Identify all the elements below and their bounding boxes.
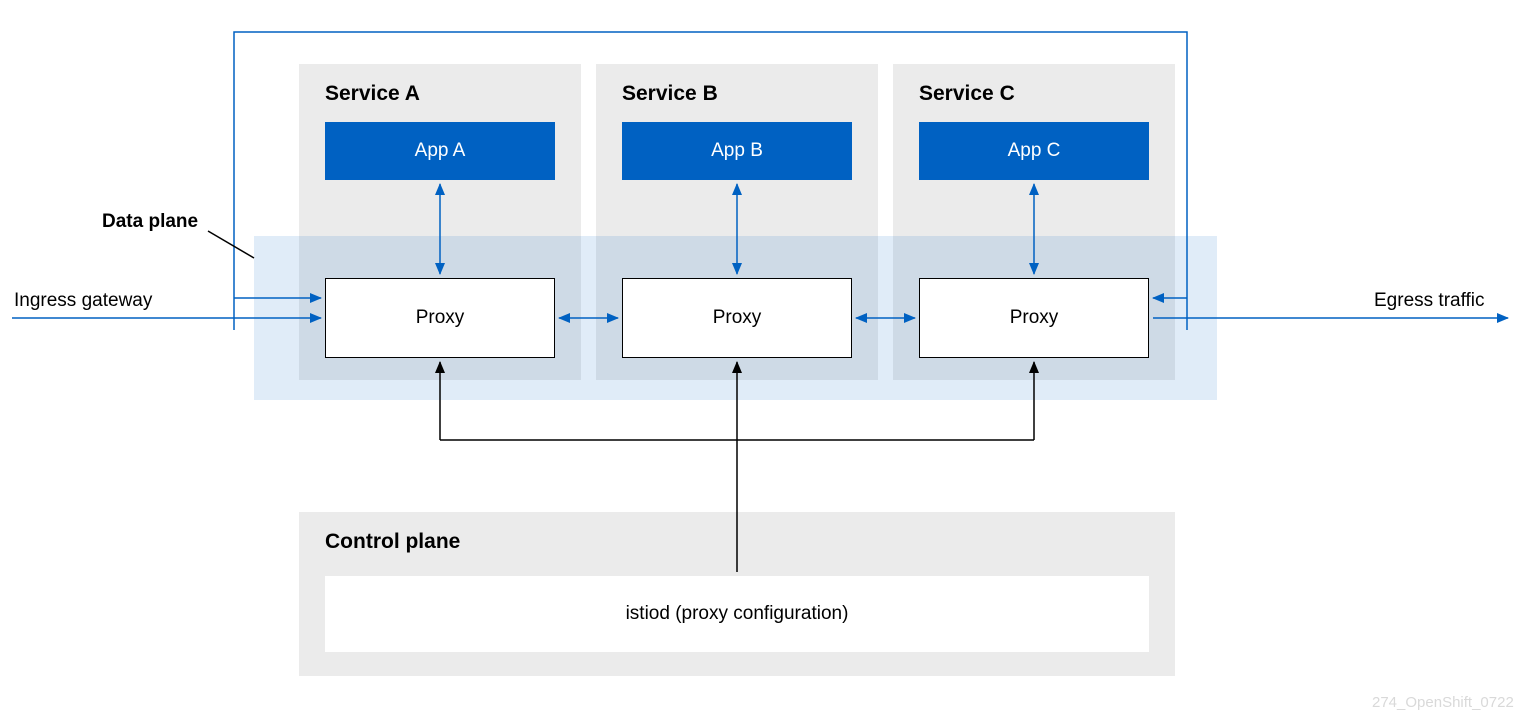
- app-b-box: App B: [622, 122, 852, 180]
- proxy-b-label: Proxy: [713, 307, 762, 329]
- istiod-box: istiod (proxy configuration): [325, 576, 1149, 652]
- data-plane-leader: [208, 231, 254, 258]
- proxy-c-label: Proxy: [1010, 307, 1059, 329]
- watermark-label: 274_OpenShift_0722: [1372, 694, 1514, 711]
- data-plane-label: Data plane: [102, 211, 198, 233]
- ingress-label: Ingress gateway: [14, 290, 152, 312]
- app-a-label: App A: [415, 140, 466, 162]
- app-c-label: App C: [1008, 140, 1061, 162]
- proxy-c-box: Proxy: [919, 278, 1149, 358]
- proxy-a-label: Proxy: [416, 307, 465, 329]
- service-c-title: Service C: [919, 82, 1015, 106]
- proxy-a-box: Proxy: [325, 278, 555, 358]
- service-a-title: Service A: [325, 82, 420, 106]
- egress-label: Egress traffic: [1374, 290, 1485, 312]
- service-b-title: Service B: [622, 82, 718, 106]
- proxy-b-box: Proxy: [622, 278, 852, 358]
- app-b-label: App B: [711, 140, 763, 162]
- istiod-label: istiod (proxy configuration): [626, 603, 849, 625]
- control-plane-title: Control plane: [325, 530, 460, 554]
- app-c-box: App C: [919, 122, 1149, 180]
- app-a-box: App A: [325, 122, 555, 180]
